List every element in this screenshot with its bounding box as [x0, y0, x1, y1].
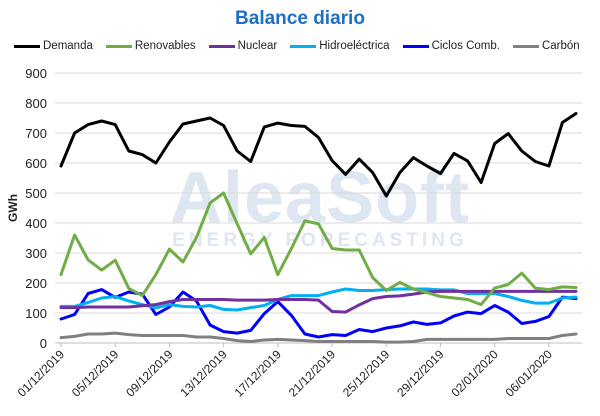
series-line	[59, 112, 578, 198]
x-tick-label: 06/01/2020	[503, 347, 556, 400]
legend-swatch	[105, 44, 132, 48]
legend-swatch	[208, 44, 235, 48]
legend-swatch	[290, 44, 317, 48]
x-tick-label: 05/12/2019	[69, 347, 122, 400]
x-tick-label: 02/01/2020	[448, 347, 501, 400]
y-axis-label: GWh	[6, 194, 20, 222]
x-tick-label: 01/12/2019	[15, 347, 68, 400]
legend-item: Demanda	[14, 40, 93, 52]
y-tick-label: 500	[25, 186, 47, 201]
legend-item: Nuclear	[208, 40, 278, 52]
x-tick-label: 25/12/2019	[340, 347, 393, 400]
legend-label: Demanda	[43, 40, 93, 52]
legend-item: Carbón	[512, 40, 580, 52]
y-tick-label: 800	[25, 96, 47, 111]
series-line	[59, 288, 578, 339]
legend-label: Nuclear	[237, 40, 278, 52]
y-tick-label: 0	[40, 336, 47, 351]
legend-swatch	[14, 44, 40, 48]
legend-item: Ciclos Comb.	[402, 40, 500, 52]
x-tick-label: 21/12/2019	[286, 347, 339, 400]
legend-swatch	[512, 44, 539, 48]
y-tick-label: 300	[25, 246, 47, 261]
x-tick-label: 17/12/2019	[232, 347, 285, 400]
legend-label: Ciclos Comb.	[431, 40, 500, 52]
y-tick-label: 100	[25, 306, 47, 321]
legend: Demanda Renovables Nuclear Hidroeléctrica Ci…	[14, 40, 600, 52]
legend-item: Hidroeléctrica	[290, 40, 390, 52]
y-tick-label: 400	[25, 216, 47, 231]
y-tick-label: 200	[25, 276, 47, 291]
legend-label: Carbón	[541, 40, 580, 52]
legend-label: Renovables	[134, 40, 196, 52]
x-tick-label: 09/12/2019	[123, 347, 176, 400]
series-line	[59, 331, 578, 344]
x-tick-label: 29/12/2019	[394, 347, 447, 400]
x-tick-label: 13/12/2019	[177, 347, 230, 400]
legend-swatch	[402, 44, 429, 48]
legend-item: Renovables	[105, 40, 196, 52]
y-tick-label: 600	[25, 156, 47, 171]
legend-label: Hidroeléctrica	[319, 40, 390, 52]
chart-title: Balance diario	[235, 8, 365, 29]
y-tick-label: 900	[25, 66, 47, 81]
series-line	[59, 191, 578, 307]
y-tick-label: 700	[25, 126, 47, 141]
